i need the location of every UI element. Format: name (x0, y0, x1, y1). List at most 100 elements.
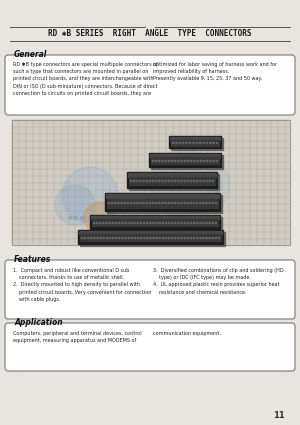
Circle shape (127, 202, 128, 204)
Bar (149, 153, 221, 167)
Bar (151, 157, 219, 164)
Circle shape (215, 202, 217, 204)
Circle shape (176, 142, 177, 144)
Circle shape (175, 160, 176, 162)
Circle shape (200, 222, 201, 224)
Text: 1.  Compact and robust like conventional D sub
    connectors, thanks to use of : 1. Compact and robust like conventional … (13, 268, 152, 302)
Circle shape (206, 202, 207, 204)
Bar (80, 232, 225, 246)
Circle shape (140, 222, 142, 224)
Circle shape (203, 180, 204, 181)
Circle shape (170, 155, 230, 215)
Circle shape (137, 202, 138, 204)
Circle shape (109, 222, 110, 224)
Text: ru: ru (210, 185, 220, 195)
Circle shape (162, 160, 163, 162)
Circle shape (165, 180, 166, 181)
Bar (169, 136, 221, 148)
Circle shape (209, 202, 210, 204)
Bar (150, 154, 220, 157)
Circle shape (194, 222, 195, 224)
Circle shape (171, 202, 172, 204)
Circle shape (122, 222, 123, 224)
Text: General: General (14, 50, 47, 59)
Circle shape (196, 180, 198, 181)
Circle shape (146, 202, 147, 204)
Bar (151, 155, 223, 169)
Circle shape (165, 160, 166, 162)
Circle shape (179, 142, 180, 144)
Circle shape (118, 222, 120, 224)
Bar (80, 234, 221, 241)
Circle shape (184, 160, 186, 162)
Circle shape (206, 180, 207, 181)
Circle shape (169, 222, 170, 224)
Circle shape (156, 160, 157, 162)
Circle shape (137, 180, 138, 181)
Circle shape (184, 180, 185, 181)
Circle shape (168, 180, 169, 181)
Circle shape (93, 222, 94, 224)
Circle shape (183, 142, 184, 144)
Circle shape (159, 222, 160, 224)
Circle shape (124, 202, 125, 204)
Circle shape (118, 202, 119, 204)
Circle shape (203, 142, 204, 144)
Circle shape (216, 142, 217, 144)
Text: RD ✱B SERIES  RIGHT  ANGLE  TYPE  CONNECTORS: RD ✱B SERIES RIGHT ANGLE TYPE CONNECTORS (48, 28, 252, 37)
Bar (128, 173, 216, 177)
Circle shape (209, 180, 210, 181)
Circle shape (156, 222, 157, 224)
Bar (107, 199, 218, 208)
Circle shape (62, 167, 118, 223)
Circle shape (196, 202, 198, 204)
Circle shape (140, 180, 141, 181)
Circle shape (172, 142, 174, 144)
Circle shape (55, 185, 95, 225)
Text: 3.  Diversified combinations of clip and soldering (HD
    type) or IDC (IFC typ: 3. Diversified combinations of clip and … (153, 268, 284, 295)
Circle shape (196, 142, 197, 144)
Circle shape (206, 222, 207, 224)
Circle shape (130, 180, 132, 181)
Bar (12, 120, 290, 245)
Circle shape (203, 222, 204, 224)
Circle shape (149, 202, 151, 204)
Text: communication equipment.: communication equipment. (153, 331, 221, 336)
Bar (171, 138, 223, 150)
Bar (127, 172, 217, 188)
Circle shape (181, 202, 182, 204)
Circle shape (181, 222, 182, 224)
Circle shape (178, 180, 179, 181)
Circle shape (187, 202, 188, 204)
Bar (79, 231, 222, 234)
Circle shape (162, 180, 163, 181)
Circle shape (190, 202, 191, 204)
Circle shape (200, 202, 201, 204)
Circle shape (112, 202, 113, 204)
Circle shape (152, 160, 154, 162)
Circle shape (203, 202, 204, 204)
Circle shape (171, 180, 172, 181)
FancyBboxPatch shape (5, 323, 295, 371)
Circle shape (215, 222, 217, 224)
Circle shape (194, 180, 195, 181)
Bar (129, 174, 219, 190)
Circle shape (146, 180, 147, 181)
Circle shape (186, 142, 187, 144)
Circle shape (200, 142, 201, 144)
FancyBboxPatch shape (5, 260, 295, 319)
Circle shape (168, 160, 169, 162)
Circle shape (143, 202, 144, 204)
Circle shape (190, 180, 191, 181)
Bar (78, 230, 223, 244)
Circle shape (156, 202, 157, 204)
Circle shape (165, 202, 166, 204)
Circle shape (200, 160, 202, 162)
Circle shape (175, 202, 176, 204)
Text: эл к: эл к (68, 215, 85, 221)
Circle shape (216, 160, 217, 162)
Circle shape (209, 222, 210, 224)
Text: Application: Application (14, 318, 63, 327)
Circle shape (188, 160, 189, 162)
Circle shape (212, 180, 214, 181)
